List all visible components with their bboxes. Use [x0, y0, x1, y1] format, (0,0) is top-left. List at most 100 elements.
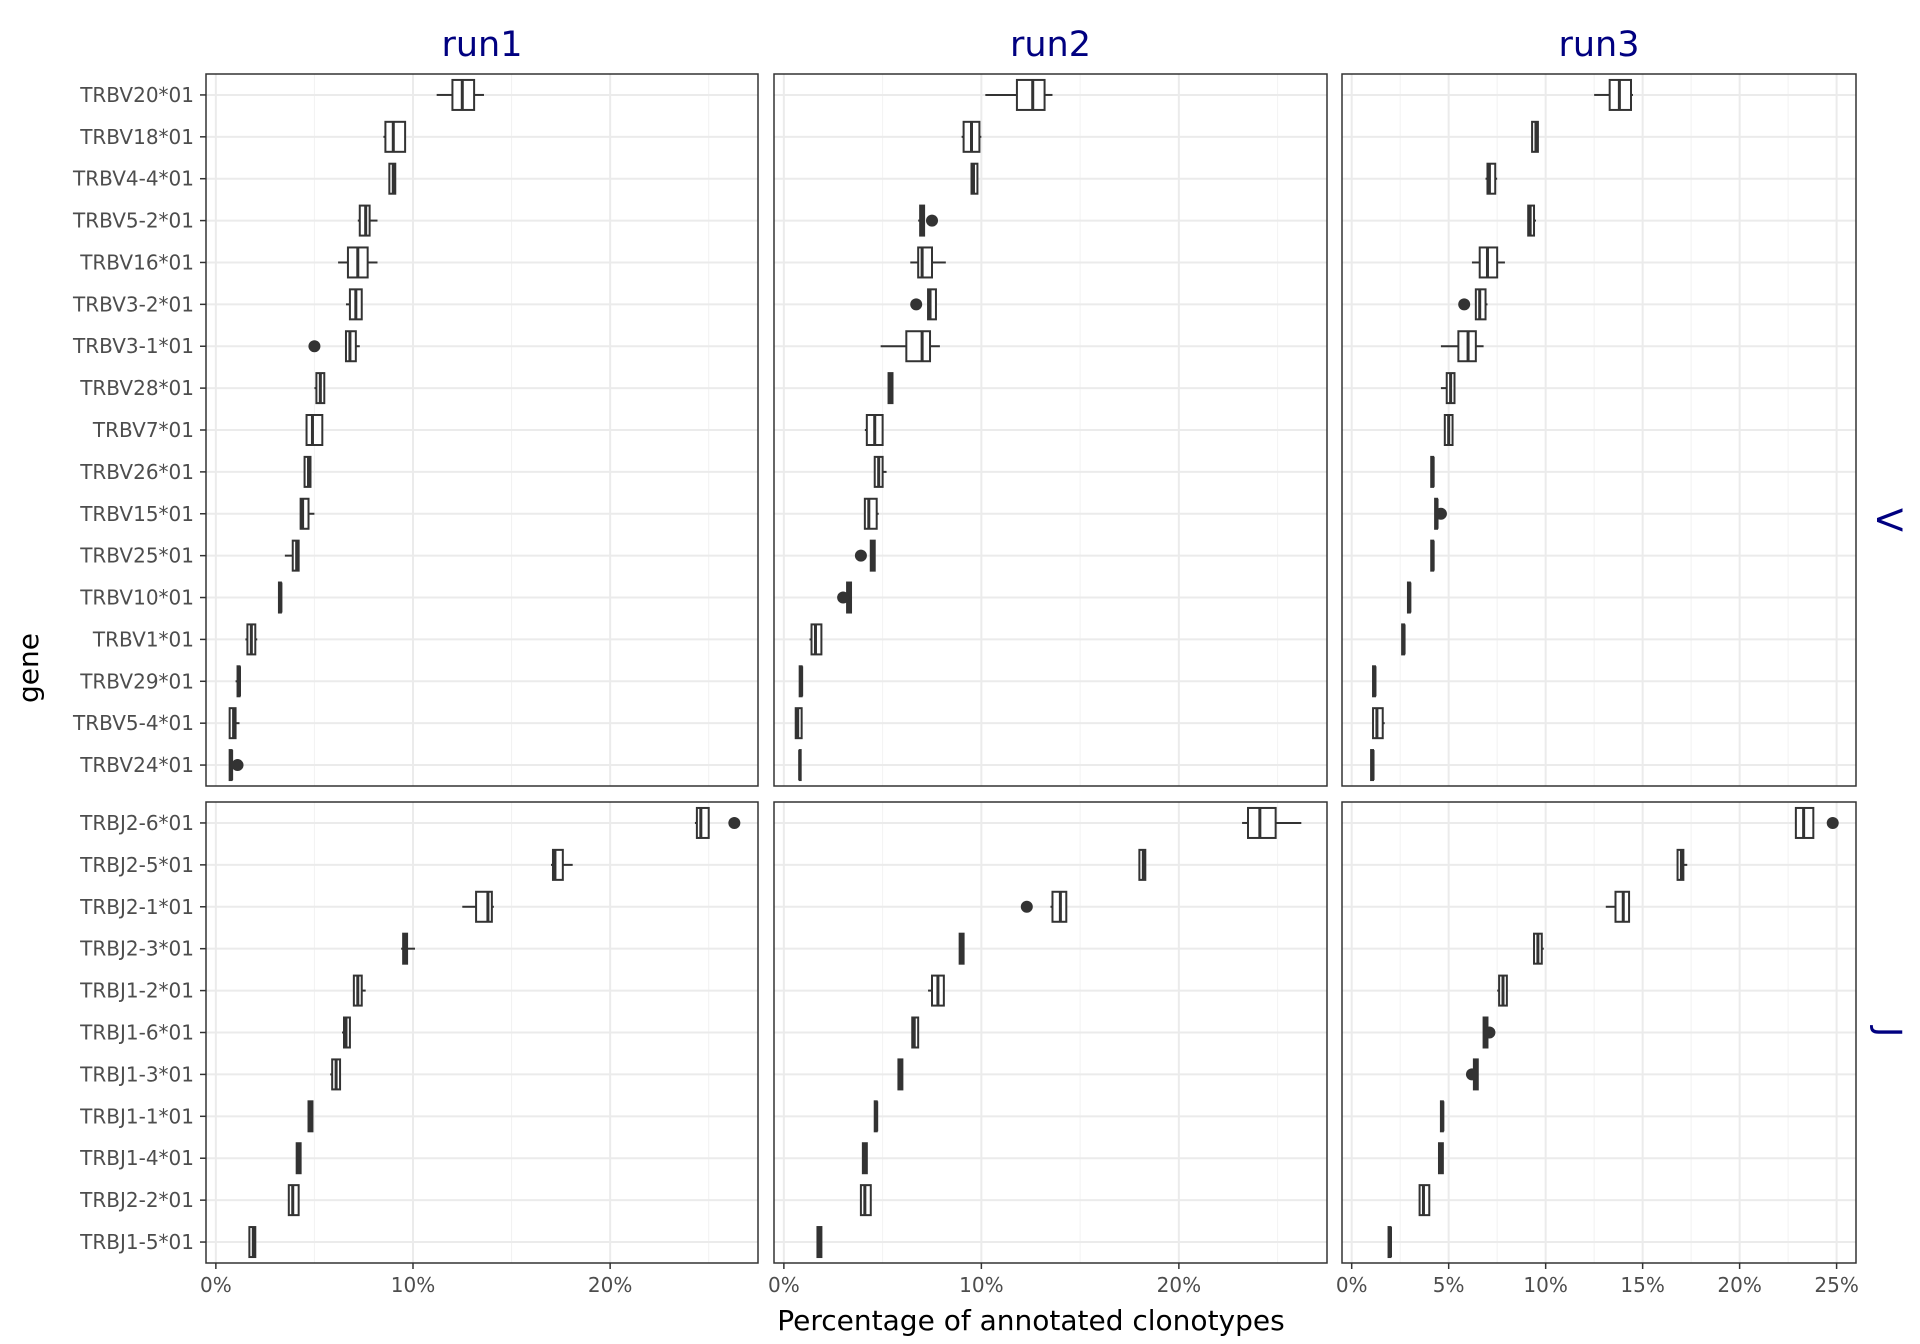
box-run1-trbj1-2-01: [352, 974, 366, 1007]
box-run3-trbv10-01: [1406, 581, 1412, 614]
box-run2-trbv26-01: [873, 455, 887, 488]
box-run1-trbj2-1-01: [462, 890, 494, 923]
box-run3-trbj1-4-01: [1437, 1142, 1444, 1175]
facet-title-run2: run2: [1010, 25, 1091, 65]
box-iqr: [384, 120, 407, 153]
x-tick-label-run3-1: 5%: [1433, 1273, 1465, 1297]
outlier-run2-trbj2-1-01: [1020, 900, 1033, 913]
y-tick-label-trbj1-4-01: TRBJ1-4*01: [79, 1146, 194, 1170]
y-tick-label-trbv5-2-01: TRBV5-2*01: [72, 209, 194, 233]
box-run1-trbj2-5-01: [551, 848, 573, 881]
row-strip-V: V: [1868, 508, 1908, 532]
box-run1-trbv3-1-01: [344, 330, 360, 363]
y-axis-title: gene: [12, 633, 45, 703]
box-run2-trbv7-01: [864, 414, 884, 446]
x-tick-label-run1-2: 20%: [588, 1273, 632, 1297]
panel-border-V-run2: [773, 73, 1328, 787]
x-tick-label-run3-2: 10%: [1523, 1273, 1567, 1297]
box-run3-trbv25-01: [1430, 539, 1435, 572]
y-tick-label-trbj1-6-01: TRBJ1-6*01: [79, 1021, 194, 1045]
y-tick-label-trbj2-6-01: TRBJ2-6*01: [79, 811, 194, 835]
facet-title-run3: run3: [1558, 25, 1639, 65]
box-run3-trbj2-2-01: [1418, 1184, 1431, 1217]
box-run1-trbv5-4-01: [228, 707, 240, 740]
box-iqr: [1015, 78, 1046, 111]
outlier-run2-trbv10-01: [837, 591, 850, 604]
box-run2-trbv1-01: [809, 623, 823, 656]
box-iqr: [695, 806, 710, 839]
box-run2-trbv29-01: [798, 665, 804, 698]
box-run1-trbv25-01: [284, 539, 300, 572]
box-iqr: [551, 848, 564, 881]
x-tick-label-run3-5: 25%: [1814, 1273, 1858, 1297]
box-run1-trbv18-01: [383, 120, 407, 153]
box-run3-trbj2-1-01: [1605, 890, 1631, 923]
box-run2-trbj1-5-01: [816, 1226, 823, 1259]
x-tick-label-run1-1: 10%: [391, 1273, 435, 1297]
x-tick-label-run2-0: 0%: [768, 1273, 800, 1297]
box-run2-trbv16-01: [910, 246, 946, 279]
y-tick-label-trbv3-2-01: TRBV3-2*01: [72, 292, 194, 316]
outlier-run2-trbv3-2-01: [910, 298, 923, 311]
box-run2-trbj1-2-01: [928, 974, 945, 1007]
box-run2-trbv24-01: [798, 749, 802, 782]
box-run3-trbj2-3-01: [1533, 932, 1544, 965]
y-tick-label-trbv24-01: TRBV24*01: [79, 753, 194, 777]
outlier-run3-trbv3-2-01: [1458, 298, 1471, 311]
box-run1-trbv24-01: [228, 749, 234, 782]
y-tick-label-trbj1-1-01: TRBJ1-1*01: [79, 1104, 194, 1128]
box-run3-trbv1-01: [1401, 623, 1406, 656]
box-run3-trbv7-01: [1443, 414, 1454, 446]
y-tick-label-trbj1-3-01: TRBJ1-3*01: [79, 1062, 194, 1086]
box-run1-trbv20-01: [436, 78, 484, 111]
x-tick-label-run3-3: 15%: [1620, 1273, 1664, 1297]
box-run2-trbv20-01: [985, 78, 1053, 111]
box-run1-trbj2-2-01: [287, 1184, 300, 1217]
x-tick-label-run3-4: 20%: [1717, 1273, 1761, 1297]
box-run3-trbv24-01: [1370, 749, 1375, 782]
box-run1-trbj1-1-01: [307, 1100, 314, 1133]
box-iqr: [305, 414, 324, 446]
box-run3-trbv3-1-01: [1440, 330, 1484, 363]
box-run2-trbj2-2-01: [859, 1184, 872, 1217]
box-run3-trbj1-5-01: [1387, 1226, 1392, 1259]
y-tick-label-trbv3-1-01: TRBV3-1*01: [72, 334, 194, 358]
box-run1-trbv7-01: [305, 414, 324, 446]
y-tick-label-trbv4-4-01: TRBV4-4*01: [72, 167, 194, 191]
box-run1-trbj2-6-01: [694, 806, 710, 839]
box-iqr: [1247, 806, 1277, 839]
y-tick-label-trbv29-01: TRBV29*01: [79, 669, 194, 693]
x-tick-label-run1-0: 0%: [200, 1273, 232, 1297]
box-run1-trbv15-01: [299, 497, 315, 530]
box-run2-trbv5-2-01: [918, 204, 926, 237]
box-run2-trbv28-01: [887, 372, 894, 405]
y-tick-label-trbv28-01: TRBV28*01: [79, 376, 194, 400]
box-run1-trbj1-6-01: [342, 1016, 351, 1049]
facet-title-run1: run1: [441, 25, 522, 65]
box-run3-trbv18-01: [1531, 120, 1539, 153]
box-run2-trbv4-4-01: [970, 162, 979, 195]
y-tick-label-trbv26-01: TRBV26*01: [79, 460, 194, 484]
y-tick-label-trbj2-1-01: TRBJ2-1*01: [79, 895, 194, 919]
box-iqr: [299, 497, 310, 530]
box-run2-trbj1-6-01: [911, 1016, 920, 1049]
box-run1-trbv5-2-01: [357, 204, 378, 237]
y-tick-label-trbj2-3-01: TRBJ2-3*01: [79, 937, 194, 961]
box-iqr: [475, 890, 493, 923]
x-tick-label-run3-0: 0%: [1336, 1273, 1368, 1297]
y-tick-label-trbv18-01: TRBV18*01: [79, 125, 194, 149]
box-run2-trbj1-1-01: [873, 1100, 879, 1133]
box-run2-trbv25-01: [869, 539, 876, 572]
box-run2-trbj2-6-01: [1242, 806, 1302, 839]
outlier-run2-trbv5-2-01: [926, 214, 938, 227]
box-iqr: [1486, 162, 1497, 195]
box-run1-trbv28-01: [314, 372, 326, 405]
box-run3-trbv20-01: [1594, 78, 1633, 111]
outlier-run3-trbj1-6-01: [1483, 1026, 1496, 1039]
box-run1-trbv16-01: [338, 246, 378, 279]
box-run3-trbj2-5-01: [1676, 848, 1688, 881]
box-run2-trbv15-01: [863, 497, 879, 530]
box-run3-trbv16-01: [1471, 246, 1505, 279]
box-run3-trbv26-01: [1430, 455, 1435, 488]
